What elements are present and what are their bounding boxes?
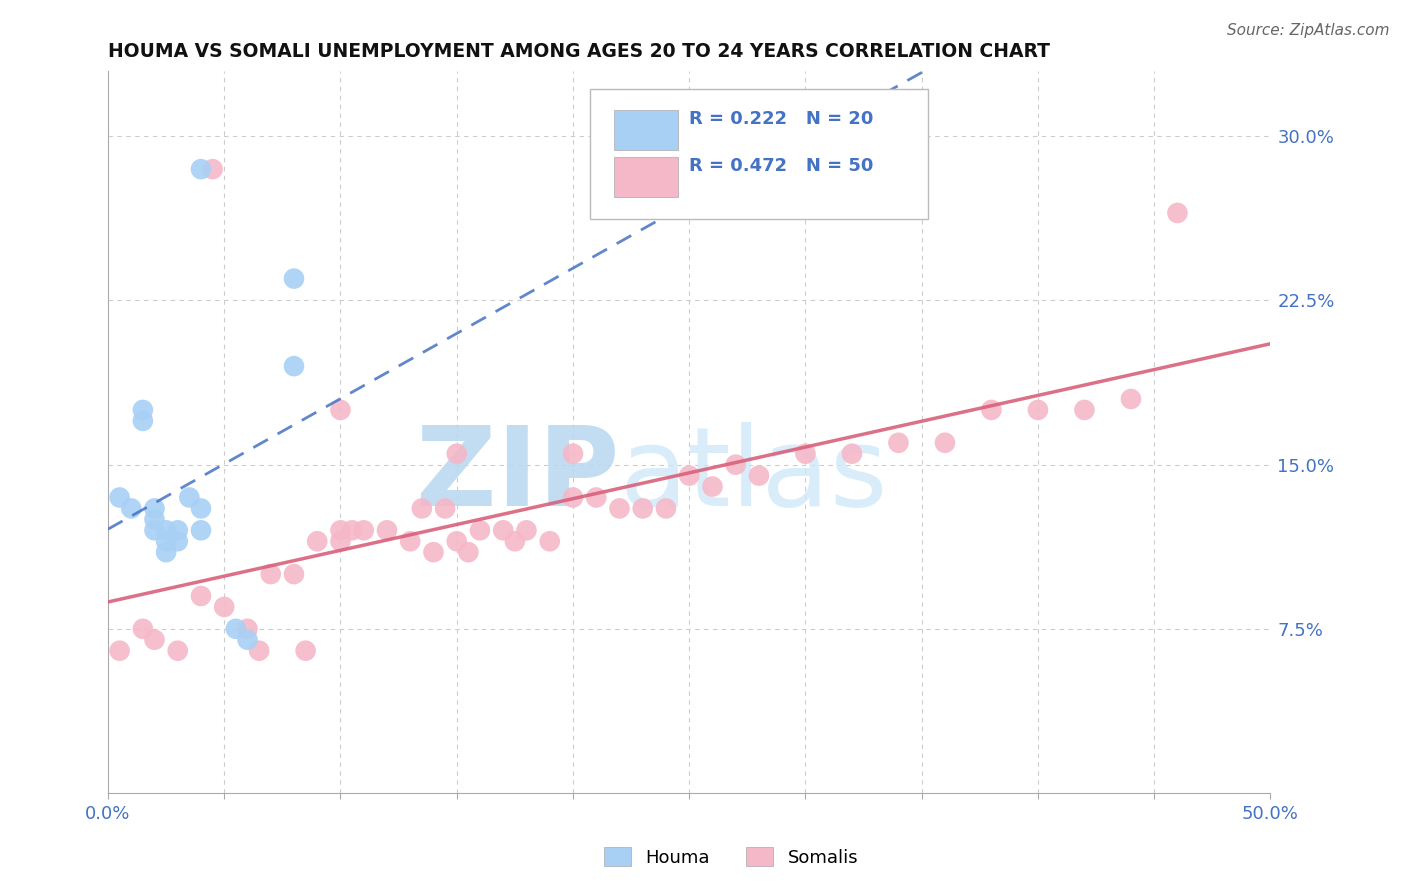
Point [283, 271, 305, 285]
Point [585, 491, 607, 505]
Point [340, 524, 363, 538]
Point [143, 632, 166, 647]
FancyBboxPatch shape [613, 157, 678, 197]
Text: atlas: atlas [620, 422, 889, 529]
Point [538, 534, 561, 549]
Point [283, 567, 305, 582]
Point [283, 359, 305, 373]
Text: ZIP: ZIP [416, 422, 620, 529]
Point [236, 632, 259, 647]
Point [201, 162, 224, 177]
Point [411, 501, 433, 516]
Point [143, 501, 166, 516]
Point [190, 589, 212, 603]
FancyBboxPatch shape [591, 88, 928, 219]
Point [1073, 403, 1095, 417]
Point [108, 491, 131, 505]
Point [492, 524, 515, 538]
Point [468, 524, 491, 538]
Text: Source: ZipAtlas.com: Source: ZipAtlas.com [1226, 23, 1389, 38]
Text: HOUMA VS SOMALI UNEMPLOYMENT AMONG AGES 20 TO 24 YEARS CORRELATION CHART: HOUMA VS SOMALI UNEMPLOYMENT AMONG AGES … [108, 42, 1050, 61]
Point [190, 162, 212, 177]
Point [934, 435, 956, 450]
Point [631, 501, 654, 516]
Point [655, 501, 678, 516]
Point [329, 524, 352, 538]
Point [353, 524, 375, 538]
Point [294, 643, 316, 657]
Point [190, 524, 212, 538]
Point [841, 447, 863, 461]
Point [375, 524, 398, 538]
Point [329, 403, 352, 417]
Point [794, 447, 817, 461]
Point [457, 545, 479, 559]
Text: R = 0.222   N = 20: R = 0.222 N = 20 [689, 111, 873, 128]
Point [329, 534, 352, 549]
Point [225, 622, 247, 636]
Point [1119, 392, 1142, 406]
Point [748, 468, 770, 483]
Point [155, 534, 177, 549]
Point [155, 545, 177, 559]
Point [1166, 206, 1188, 220]
Point [247, 643, 270, 657]
Point [503, 534, 526, 549]
Point [212, 599, 235, 614]
Point [166, 534, 188, 549]
Point [307, 534, 329, 549]
Point [1026, 403, 1049, 417]
Point [108, 643, 131, 657]
Point [166, 643, 188, 657]
Point [562, 447, 585, 461]
Point [132, 414, 155, 428]
Point [434, 501, 457, 516]
Point [724, 458, 747, 472]
Point [422, 545, 444, 559]
Point [609, 501, 631, 516]
Point [260, 567, 283, 582]
Point [236, 622, 259, 636]
Point [702, 479, 724, 493]
Point [120, 501, 142, 516]
Legend: Houma, Somalis: Houma, Somalis [596, 840, 866, 874]
Point [166, 524, 188, 538]
Point [190, 501, 212, 516]
Point [132, 622, 155, 636]
Point [678, 468, 700, 483]
Point [132, 403, 155, 417]
FancyBboxPatch shape [613, 111, 678, 150]
Point [399, 534, 422, 549]
Point [155, 524, 177, 538]
Point [562, 491, 585, 505]
Point [143, 524, 166, 538]
Point [887, 435, 910, 450]
Point [515, 524, 537, 538]
Point [446, 534, 468, 549]
Point [980, 403, 1002, 417]
Point [446, 447, 468, 461]
Text: R = 0.472   N = 50: R = 0.472 N = 50 [689, 157, 873, 176]
Point [179, 491, 201, 505]
Point [143, 512, 166, 526]
